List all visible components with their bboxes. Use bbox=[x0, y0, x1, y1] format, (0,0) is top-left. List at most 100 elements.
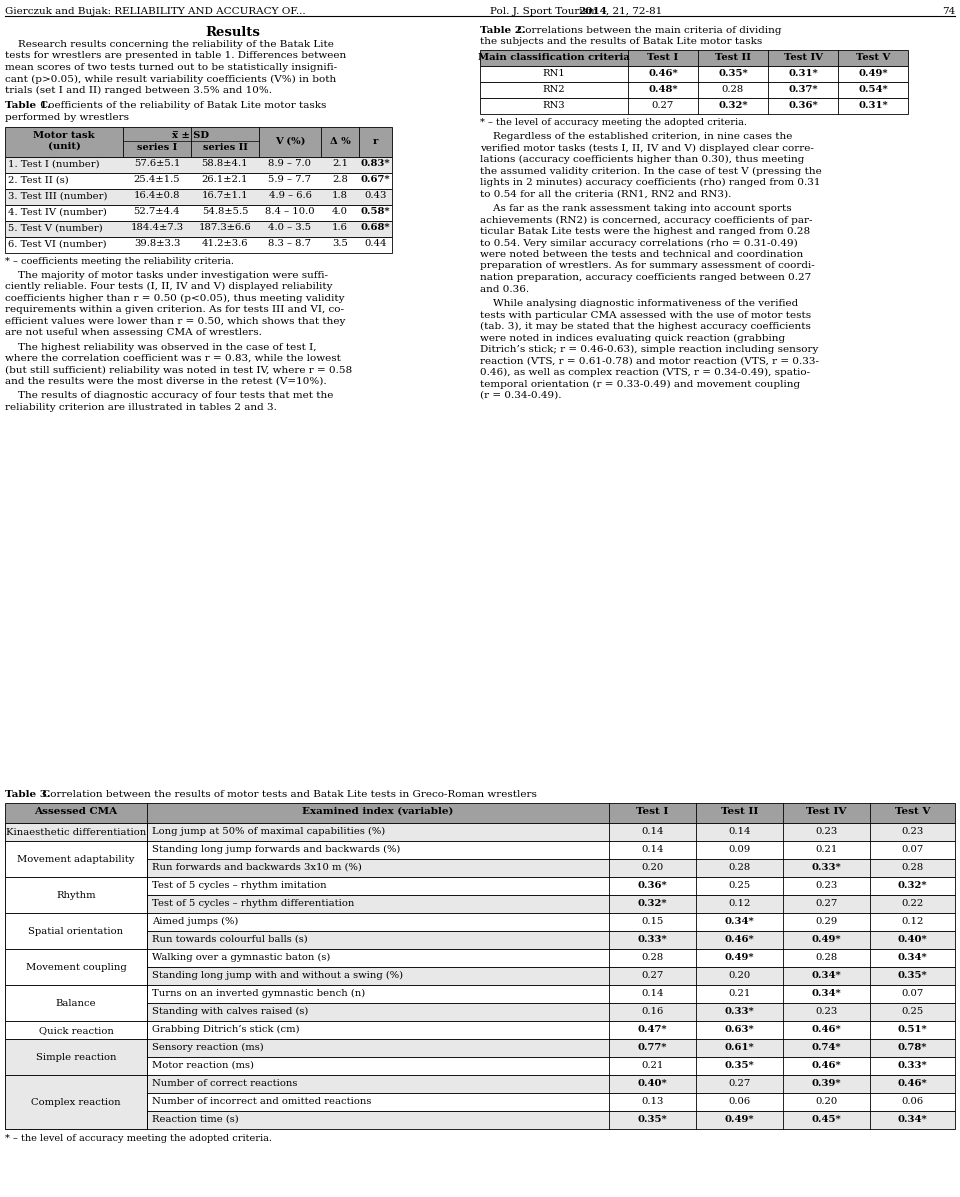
Text: 3. Test III (number): 3. Test III (number) bbox=[8, 192, 108, 201]
Text: nation preparation, accuracy coefficients ranged between 0.27: nation preparation, accuracy coefficient… bbox=[480, 273, 811, 282]
Text: 0.23: 0.23 bbox=[815, 881, 838, 891]
Text: 57.6±5.1: 57.6±5.1 bbox=[133, 159, 180, 169]
Text: 0.54*: 0.54* bbox=[858, 85, 888, 95]
Text: trials (set I and II) ranged between 3.5% and 10%.: trials (set I and II) ranged between 3.5… bbox=[5, 86, 272, 95]
Bar bbox=[5, 877, 147, 913]
Text: where the correlation coefficient was r = 0.83, while the lowest: where the correlation coefficient was r … bbox=[5, 354, 341, 363]
Text: to 0.54. Very similar accuracy correlations (rho = 0.31-0.49): to 0.54. Very similar accuracy correlati… bbox=[480, 238, 798, 248]
Text: 0.14: 0.14 bbox=[641, 827, 663, 836]
Text: Grabbing Ditrich’s stick (cm): Grabbing Ditrich’s stick (cm) bbox=[152, 1025, 300, 1034]
Bar bbox=[5, 859, 955, 877]
Bar bbox=[5, 824, 147, 841]
Text: efficient values were lower than r = 0.50, which shows that they: efficient values were lower than r = 0.5… bbox=[5, 316, 346, 326]
Text: 0.14: 0.14 bbox=[641, 989, 663, 998]
Text: 0.68*: 0.68* bbox=[361, 224, 391, 232]
Text: 0.32*: 0.32* bbox=[637, 899, 667, 909]
Text: 0.46*: 0.46* bbox=[811, 1025, 841, 1034]
Text: 0.46*: 0.46* bbox=[725, 935, 755, 944]
Text: 0.27: 0.27 bbox=[815, 899, 838, 909]
Text: 0.21: 0.21 bbox=[641, 1061, 663, 1070]
Text: 0.44: 0.44 bbox=[364, 239, 387, 249]
Text: 0.28: 0.28 bbox=[722, 85, 744, 95]
Text: 26.1±2.1: 26.1±2.1 bbox=[202, 176, 249, 184]
Text: 0.61*: 0.61* bbox=[725, 1043, 755, 1052]
Text: 16.4±0.8: 16.4±0.8 bbox=[133, 192, 180, 201]
Text: 0.09: 0.09 bbox=[729, 845, 751, 853]
Text: 0.15: 0.15 bbox=[641, 917, 663, 926]
Text: Correlations between the main criteria of dividing: Correlations between the main criteria o… bbox=[514, 26, 781, 35]
Text: 8.9 – 7.0: 8.9 – 7.0 bbox=[269, 159, 311, 169]
Text: are not useful when assessing CMA of wrestlers.: are not useful when assessing CMA of wre… bbox=[5, 328, 262, 338]
Text: verified motor tasks (tests I, II, IV and V) displayed clear corre-: verified motor tasks (tests I, II, IV an… bbox=[480, 144, 814, 153]
Text: 0.27: 0.27 bbox=[641, 971, 663, 980]
Text: reliability criterion are illustrated in tables 2 and 3.: reliability criterion are illustrated in… bbox=[5, 403, 276, 412]
Bar bbox=[5, 931, 955, 949]
Text: Test V: Test V bbox=[856, 53, 890, 62]
Text: 2.8: 2.8 bbox=[332, 176, 348, 184]
Text: 0.34*: 0.34* bbox=[811, 971, 841, 980]
Text: 4.0 – 3.5: 4.0 – 3.5 bbox=[269, 224, 312, 232]
Text: 0.49*: 0.49* bbox=[858, 69, 888, 78]
Bar bbox=[5, 188, 392, 205]
Text: preparation of wrestlers. As for summary assessment of coordi-: preparation of wrestlers. As for summary… bbox=[480, 261, 815, 271]
Text: 0.27: 0.27 bbox=[729, 1078, 751, 1088]
Text: 6. Test VI (number): 6. Test VI (number) bbox=[8, 239, 107, 249]
Text: Ditrich’s stick; r = 0.46-0.63), simple reaction including sensory: Ditrich’s stick; r = 0.46-0.63), simple … bbox=[480, 345, 818, 354]
Text: Results: Results bbox=[205, 26, 260, 40]
Text: Quick reaction: Quick reaction bbox=[38, 1026, 113, 1035]
Text: While analysing diagnostic informativeness of the verified: While analysing diagnostic informativene… bbox=[480, 299, 799, 308]
Bar bbox=[5, 803, 955, 824]
Bar bbox=[5, 913, 147, 949]
Bar bbox=[5, 1057, 955, 1075]
Bar bbox=[5, 877, 955, 895]
Text: Balance: Balance bbox=[56, 999, 96, 1008]
Bar bbox=[5, 1075, 147, 1129]
Text: 2. Test II (s): 2. Test II (s) bbox=[8, 176, 69, 184]
Text: 0.46), as well as complex reaction (VTS, r = 0.34-0.49), spatio-: 0.46), as well as complex reaction (VTS,… bbox=[480, 367, 810, 377]
Text: 0.46*: 0.46* bbox=[898, 1078, 927, 1088]
Text: 0.16: 0.16 bbox=[641, 1007, 663, 1016]
Bar bbox=[480, 83, 908, 98]
Text: 16.7±1.1: 16.7±1.1 bbox=[202, 192, 249, 201]
Text: 0.32*: 0.32* bbox=[718, 101, 748, 110]
Bar bbox=[480, 66, 908, 83]
Text: 54.8±5.5: 54.8±5.5 bbox=[202, 207, 249, 217]
Text: 0.49*: 0.49* bbox=[812, 935, 841, 944]
Text: 3.5: 3.5 bbox=[332, 239, 348, 249]
Bar bbox=[5, 985, 147, 1021]
Text: 0.14: 0.14 bbox=[729, 827, 751, 836]
Text: 0.23: 0.23 bbox=[901, 827, 924, 836]
Text: , 21, 72-81: , 21, 72-81 bbox=[606, 7, 662, 16]
Text: 0.25: 0.25 bbox=[901, 1007, 924, 1016]
Text: 0.33*: 0.33* bbox=[811, 863, 841, 871]
Text: 0.12: 0.12 bbox=[901, 917, 924, 926]
Bar bbox=[5, 913, 955, 931]
Bar bbox=[5, 985, 955, 1003]
Text: ciently reliable. Four tests (I, II, IV and V) displayed reliability: ciently reliable. Four tests (I, II, IV … bbox=[5, 282, 332, 291]
Text: 0.78*: 0.78* bbox=[898, 1043, 927, 1052]
Text: temporal orientation (r = 0.33-0.49) and movement coupling: temporal orientation (r = 0.33-0.49) and… bbox=[480, 379, 800, 389]
Bar bbox=[5, 127, 392, 157]
Text: 0.49*: 0.49* bbox=[725, 1114, 755, 1124]
Bar bbox=[5, 895, 955, 913]
Text: Sensory reaction (ms): Sensory reaction (ms) bbox=[152, 1043, 264, 1052]
Text: Kinaesthetic differentiation: Kinaesthetic differentiation bbox=[6, 828, 146, 837]
Text: 0.31*: 0.31* bbox=[788, 69, 818, 78]
Text: 0.37*: 0.37* bbox=[788, 85, 818, 95]
Text: 0.21: 0.21 bbox=[815, 845, 838, 853]
Bar bbox=[5, 824, 955, 841]
Bar bbox=[5, 1039, 147, 1075]
Bar bbox=[5, 949, 147, 985]
Text: 0.77*: 0.77* bbox=[637, 1043, 667, 1052]
Text: 0.35*: 0.35* bbox=[898, 971, 927, 980]
Text: Walking over a gymnastic baton (s): Walking over a gymnastic baton (s) bbox=[152, 953, 330, 962]
Text: 0.29: 0.29 bbox=[815, 917, 838, 926]
Text: (but still sufficient) reliability was noted in test IV, where r = 0.58: (but still sufficient) reliability was n… bbox=[5, 365, 352, 375]
Text: 2014: 2014 bbox=[578, 7, 607, 16]
Text: 0.36*: 0.36* bbox=[637, 881, 667, 891]
Text: 0.21: 0.21 bbox=[729, 989, 751, 998]
Text: Research results concerning the reliability of the Batak Lite: Research results concerning the reliabil… bbox=[5, 40, 334, 49]
Text: Assessed CMA: Assessed CMA bbox=[35, 807, 117, 816]
Text: 0.25: 0.25 bbox=[729, 881, 751, 891]
Text: 5. Test V (number): 5. Test V (number) bbox=[8, 224, 103, 232]
